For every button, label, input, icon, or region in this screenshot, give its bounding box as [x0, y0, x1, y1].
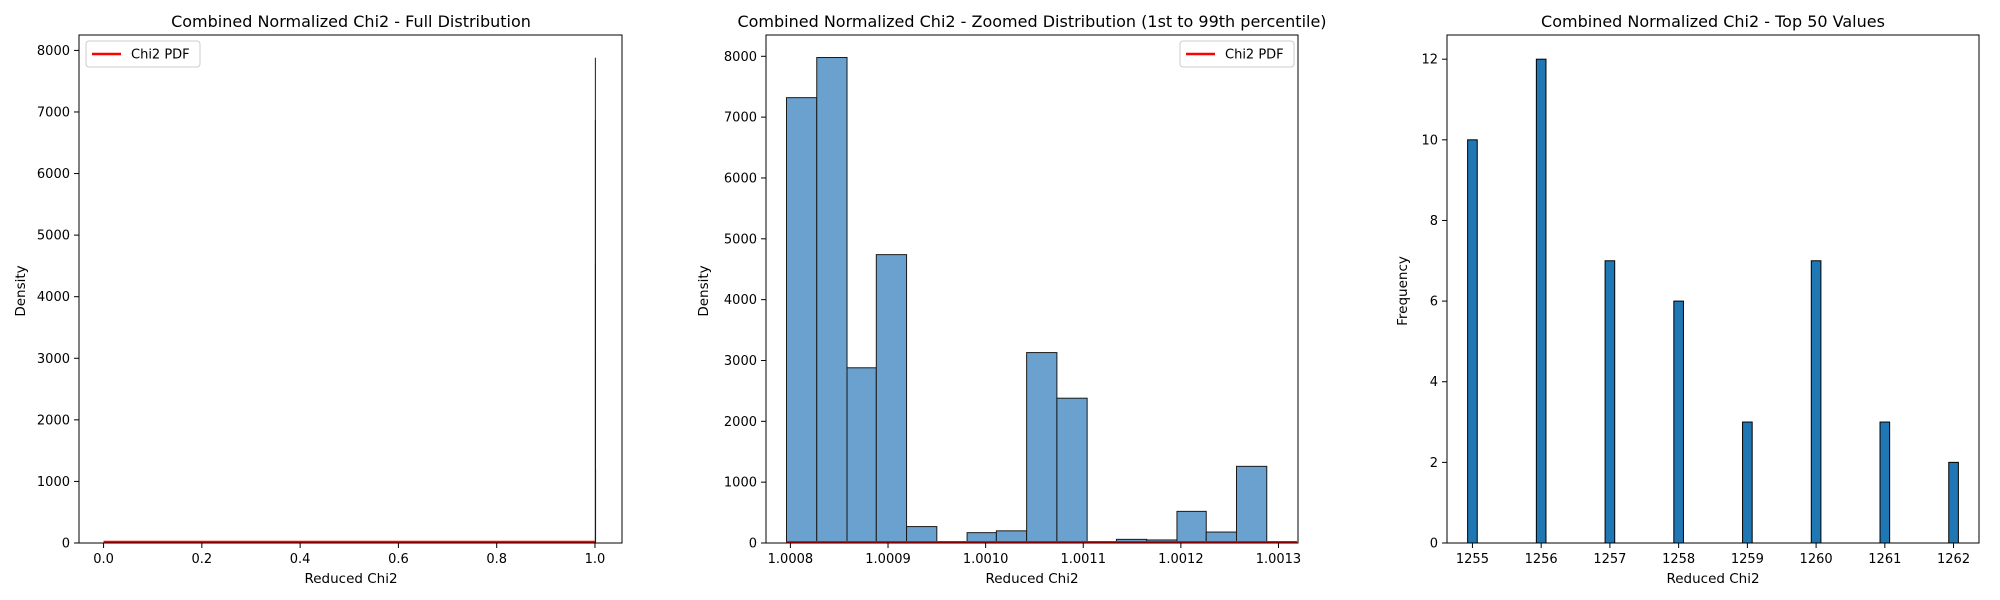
x-tick-label: 1262 [1937, 552, 1970, 567]
histogram-bar [1604, 260, 1616, 544]
x-tick-label: 1.0011 [1060, 552, 1106, 567]
x-tick-label: 1255 [1456, 552, 1489, 567]
y-tick-label: 1000 [37, 475, 70, 490]
y-tick-label: 2000 [724, 415, 757, 430]
x-tick-label: 1257 [1593, 552, 1626, 567]
histogram-bar [1236, 465, 1268, 544]
chart-full-distribution: Combined Normalized Chi2 - Full Distribu… [13, 12, 623, 587]
y-tick-label: 1000 [724, 476, 757, 491]
x-axis-label: Reduced Chi2 [1666, 571, 1759, 587]
x-tick-label: 1.0008 [768, 552, 814, 567]
histogram-bar [906, 526, 938, 544]
histogram-bar [1467, 139, 1478, 544]
y-tick-label: 8000 [724, 50, 757, 65]
x-tick-label: 1259 [1731, 552, 1764, 567]
x-tick-label: 0.6 [388, 552, 409, 567]
legend: Chi2 PDF [1179, 40, 1295, 68]
y-tick-label: 12 [1421, 53, 1438, 68]
y-tick-label: 4000 [724, 293, 757, 308]
legend-box [85, 40, 201, 68]
histogram-bar [1673, 300, 1684, 544]
x-tick-label: 0.8 [486, 552, 507, 567]
y-tick-label: 7000 [37, 105, 70, 120]
axes-frame [1446, 34, 1980, 544]
x-tick-label: 1.0009 [865, 552, 911, 567]
histogram-bar [1535, 58, 1547, 544]
y-tick-label: 2000 [37, 413, 70, 428]
legend: Chi2 PDF [85, 40, 201, 68]
x-tick-label: 1258 [1662, 552, 1695, 567]
y-tick-label: 3000 [37, 352, 70, 367]
plot-area: 0.0 0.2 0.4 0.6 0.8 1.0 0 1000 2000 3000 4000 5000 6… [37, 34, 623, 567]
y-tick-label: 2 [1430, 456, 1438, 471]
y-tick-label: 6000 [724, 171, 757, 186]
y-axis-label: Density [13, 265, 29, 316]
axes-frame [78, 34, 623, 544]
plot-area: 1255 1256 1257 1258 1259 1260 1261 1262 0 2 4 6 8 10 1… [1421, 34, 1980, 567]
histogram-bar [1056, 397, 1088, 544]
x-tick-label: 0.0 [93, 552, 114, 567]
x-axis-label: Reduced Chi2 [304, 571, 397, 587]
histogram-bar [1026, 352, 1058, 544]
x-tick-label: 1.0012 [1158, 552, 1204, 567]
y-tick-label: 6 [1430, 295, 1438, 310]
histogram-bar [1742, 421, 1753, 544]
chart-title: Combined Normalized Chi2 - Top 50 Values [1541, 12, 1885, 31]
histogram-bar [846, 367, 877, 544]
y-axis-label: Density [696, 265, 712, 316]
x-tick-label: 0.2 [192, 552, 213, 567]
y-tick-label: 8000 [37, 44, 70, 59]
y-tick-label: 8 [1430, 214, 1438, 229]
histogram-bar [1879, 421, 1891, 544]
x-tick-label: 1.0013 [1256, 552, 1302, 567]
histogram-bar [785, 97, 818, 544]
y-tick-label: 6000 [37, 167, 70, 182]
histogram-bar [1810, 260, 1822, 544]
x-tick-label: 1260 [1800, 552, 1833, 567]
y-tick-label: 4 [1430, 375, 1438, 390]
histogram-bar [1948, 461, 1959, 544]
chart-top-50-values: Combined Normalized Chi2 - Top 50 Values… [1395, 12, 1980, 587]
chart-title: Combined Normalized Chi2 - Full Distribu… [171, 12, 531, 31]
y-tick-label: 0 [62, 537, 70, 552]
y-tick-label: 4000 [37, 290, 70, 305]
histogram-bar [875, 254, 908, 544]
y-tick-label: 5000 [37, 229, 70, 244]
x-tick-label: 0.4 [290, 552, 311, 567]
y-tick-label: 3000 [724, 354, 757, 369]
chart-zoomed-distribution: Combined Normalized Chi2 - Zoomed Distri… [696, 12, 1327, 587]
histogram-bar [816, 57, 848, 544]
y-tick-label: 5000 [724, 232, 757, 247]
x-tick-label: 1.0 [585, 552, 606, 567]
legend-label-chi2-pdf: Chi2 PDF [1225, 48, 1284, 63]
y-tick-label: 7000 [724, 111, 757, 126]
axes-frame [765, 34, 1299, 544]
plot-area: 1.0008 1.0009 1.0010 1.0011 1.0012 1.0013 0 100… [724, 34, 1302, 567]
y-tick-label: 0 [749, 537, 757, 552]
legend-label-chi2-pdf: Chi2 PDF [131, 48, 190, 63]
y-tick-label: 0 [1430, 537, 1438, 552]
histogram-bar [1176, 510, 1207, 544]
x-tick-label: 1256 [1525, 552, 1558, 567]
y-tick-label: 10 [1421, 133, 1438, 148]
legend-box [1179, 40, 1295, 68]
chart-title: Combined Normalized Chi2 - Zoomed Distri… [737, 12, 1326, 31]
x-tick-label: 1261 [1868, 552, 1901, 567]
y-axis-label: Frequency [1395, 256, 1411, 326]
x-tick-label: 1.0010 [963, 552, 1009, 567]
x-axis-label: Reduced Chi2 [985, 571, 1078, 587]
